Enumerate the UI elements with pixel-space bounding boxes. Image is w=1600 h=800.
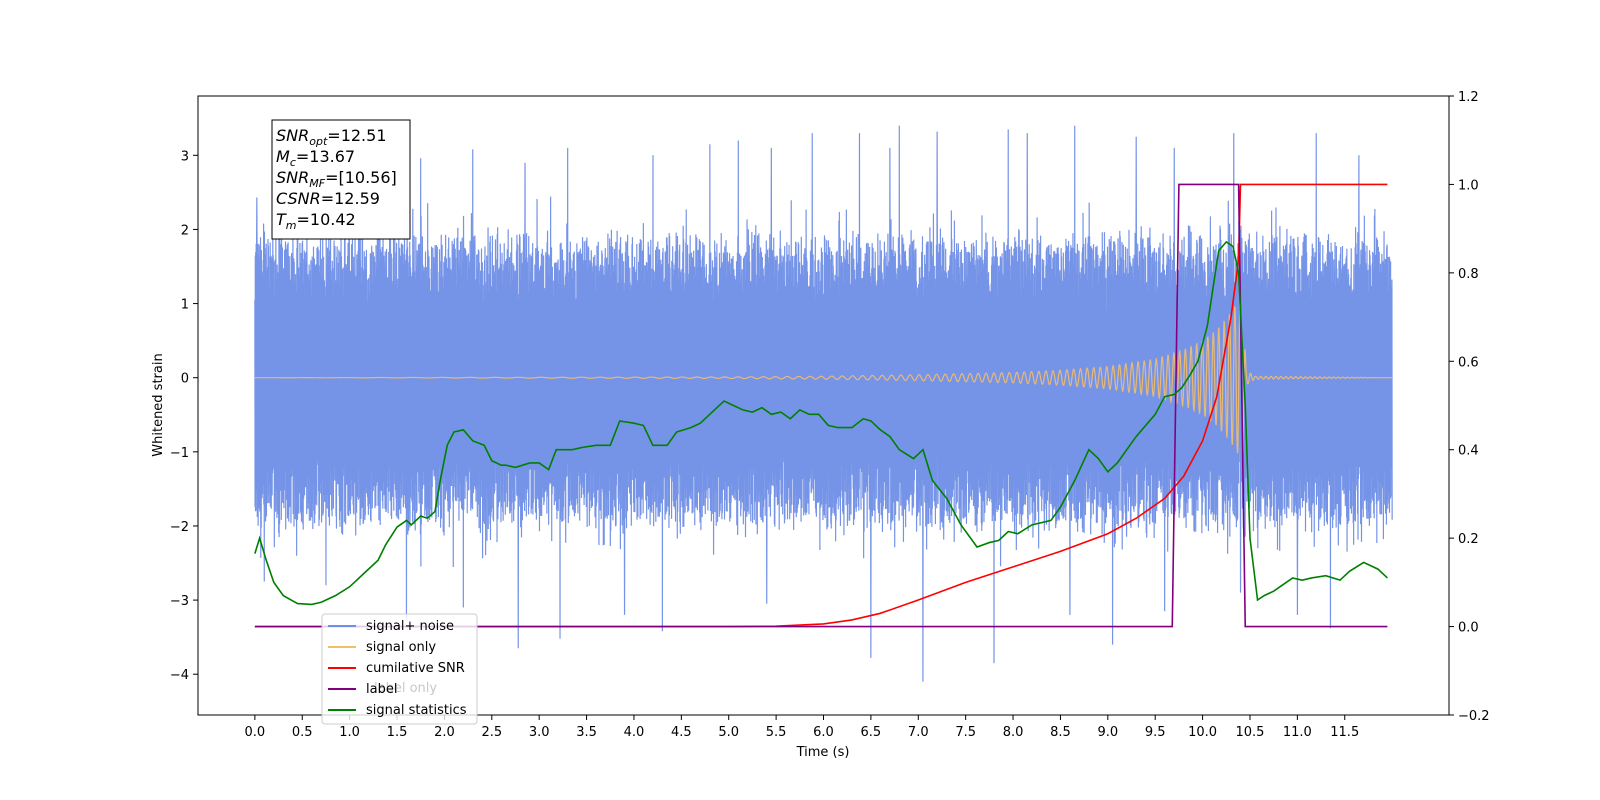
x-tick-label: 6.0 (813, 725, 834, 740)
y-tick-label: 1 (181, 298, 189, 313)
y2-tick-label: 1.0 (1458, 178, 1479, 193)
info-box-frame (271, 119, 411, 240)
x-tick-label: 2.5 (481, 725, 502, 740)
y2-tick-label: 0.4 (1458, 444, 1479, 459)
x-tick-label: 2.0 (434, 725, 455, 740)
legend-frame (321, 613, 478, 725)
y-tick-label: 3 (181, 149, 189, 164)
x-tick-label: 4.0 (624, 725, 645, 740)
x-tick-label: 7.0 (908, 725, 929, 740)
x-tick-label: 11.0 (1283, 725, 1312, 740)
series-label (254, 183, 1388, 628)
info-line: SNRMF=[10.56] (276, 168, 397, 190)
y-tick-label: 2 (181, 223, 189, 238)
info-line: CSNR=12.59 (276, 189, 380, 208)
x-tick-label: 1.0 (339, 725, 360, 740)
legend-entry-label: signal statistics (366, 703, 467, 718)
x-tick-label: 5.5 (766, 725, 787, 740)
x-tick-label: 6.5 (861, 725, 882, 740)
x-tick-label: 4.5 (671, 725, 692, 740)
y2-tick-label: 0.0 (1458, 621, 1479, 636)
y-tick-label: −1 (170, 446, 189, 461)
y2-tick-label: −0.2 (1458, 709, 1490, 724)
x-tick-label: 3.5 (576, 725, 597, 740)
x-axis-label: Time (s) (796, 745, 850, 760)
info-line: Tm=10.42 (276, 210, 356, 232)
legend-entry-label: cumilative SNR (366, 661, 465, 676)
y-tick-label: −3 (170, 594, 189, 609)
x-tick-label: 10.0 (1188, 725, 1217, 740)
x-tick-label: 0.5 (292, 725, 313, 740)
y-tick-label: −2 (170, 520, 189, 535)
x-tick-label: 9.0 (1097, 725, 1118, 740)
y2-tick-label: 0.2 (1458, 532, 1479, 547)
series-signal-statistics (254, 240, 1388, 606)
info-line: SNRopt=12.51 (276, 126, 387, 148)
y-tick-label: 0 (181, 372, 189, 387)
x-tick-label: 7.5 (955, 725, 976, 740)
info-line: Mc=13.67 (276, 147, 355, 169)
x-tick-label: 3.0 (529, 725, 550, 740)
x-tick-label: 10.5 (1236, 725, 1265, 740)
series-cumulative-snr (254, 183, 1388, 628)
legend-entry-label: signal only (366, 640, 436, 655)
x-tick-label: 0.0 (245, 725, 266, 740)
x-tick-label: 8.5 (1050, 725, 1071, 740)
legend-entry-label: signal+ noise (366, 619, 454, 634)
y2-tick-label: 0.8 (1458, 267, 1479, 282)
x-tick-label: 1.5 (387, 725, 408, 740)
legend: label only signal+ noise signal only cumila… (321, 613, 478, 725)
series-signal-noise (254, 125, 1393, 682)
x-tick-label: 5.0 (718, 725, 739, 740)
x-tick-label: 11.5 (1330, 725, 1359, 740)
y-axis-label: Whitened strain (151, 353, 166, 456)
legend-ghost-text: label only (374, 681, 437, 696)
y-tick-label: −4 (170, 668, 189, 683)
legend-entry-label: label (366, 682, 397, 697)
y2-tick-label: 1.2 (1458, 90, 1479, 105)
x-tick-label: 9.5 (1145, 725, 1166, 740)
x-tick-label: 8.0 (1003, 725, 1024, 740)
info-box: SNRopt=12.51Mc=13.67SNRMF=[10.56]CSNR=12… (271, 119, 411, 240)
y2-tick-label: 0.6 (1458, 355, 1479, 370)
